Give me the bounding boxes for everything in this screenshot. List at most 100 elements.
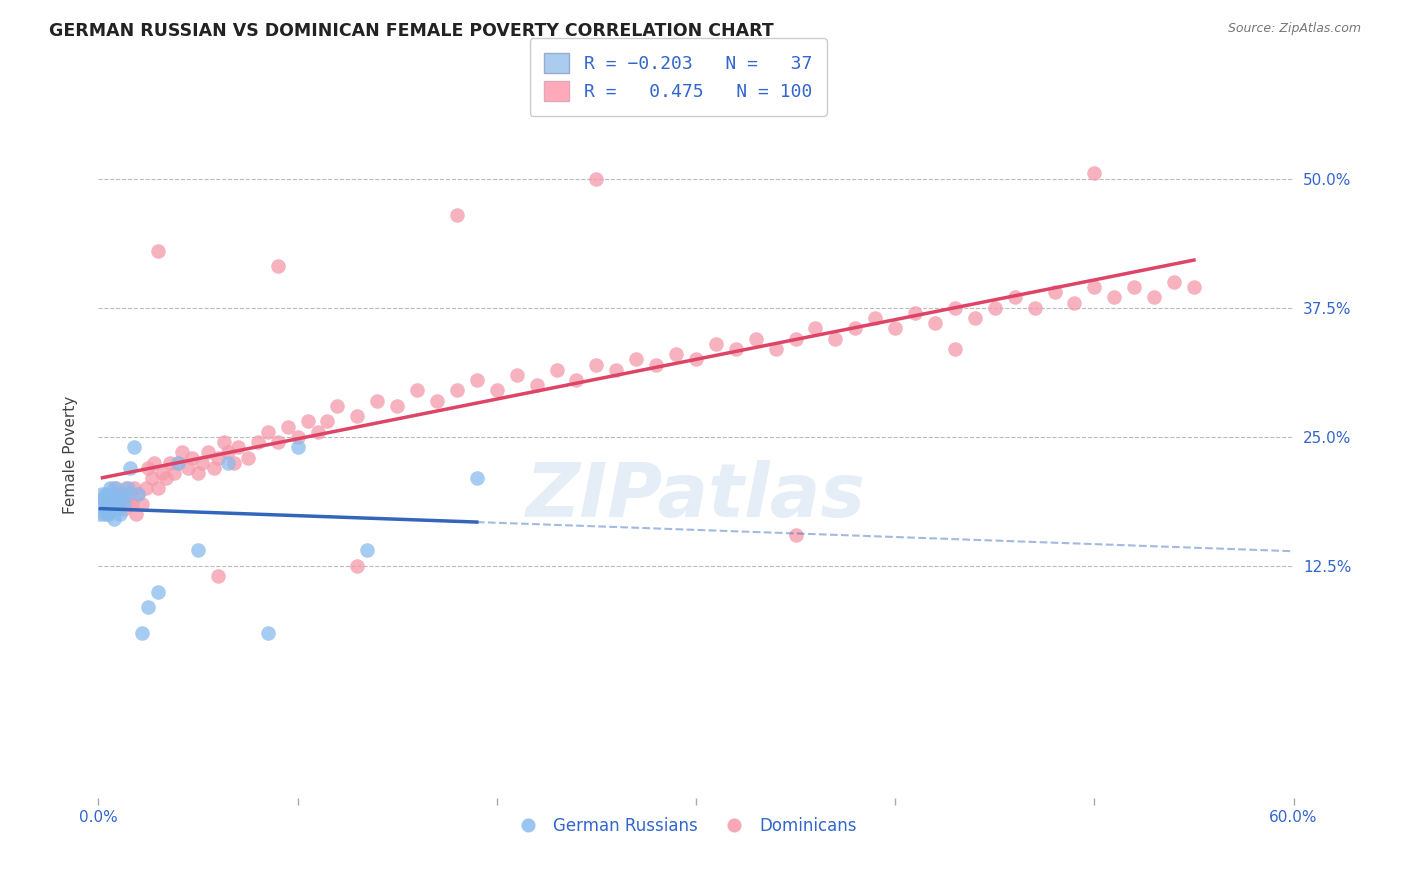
Point (103, 497, 125, 511)
Point (526, 378, 548, 392)
Point (110, 508, 132, 522)
Point (546, 362, 568, 376)
Point (297, 414, 319, 428)
Point (117, 497, 139, 511)
Point (665, 347, 688, 361)
Point (181, 450, 204, 465)
Point (159, 456, 181, 470)
Point (98, 482, 122, 496)
Point (963, 311, 986, 326)
Point (506, 368, 529, 382)
Point (98, 491, 122, 506)
Point (97, 508, 120, 522)
Point (141, 471, 163, 485)
Point (287, 440, 309, 454)
Point (724, 342, 747, 356)
Point (884, 321, 907, 335)
Point (107, 502, 129, 516)
Point (804, 321, 827, 335)
Point (105, 482, 128, 496)
Point (148, 584, 170, 599)
Point (446, 384, 468, 398)
Point (326, 399, 349, 413)
Point (1163, 275, 1185, 289)
Point (177, 460, 200, 475)
Point (89, 508, 111, 522)
Point (1083, 280, 1105, 294)
Point (924, 316, 946, 330)
Point (765, 342, 787, 356)
Point (121, 497, 143, 511)
Point (1182, 280, 1205, 294)
Point (316, 414, 339, 428)
Point (943, 301, 966, 315)
Point (943, 342, 966, 356)
Point (745, 332, 768, 346)
Point (1123, 280, 1146, 294)
Point (1104, 290, 1126, 304)
Point (785, 332, 807, 346)
Point (246, 435, 269, 450)
Text: ZIPatlas: ZIPatlas (526, 459, 866, 533)
Point (267, 260, 290, 274)
Point (346, 558, 368, 573)
Point (446, 208, 468, 222)
Point (96, 502, 118, 516)
Point (222, 456, 245, 470)
Point (865, 311, 887, 326)
Point (155, 471, 177, 485)
Point (824, 332, 846, 346)
Y-axis label: Female Poverty: Female Poverty (63, 396, 79, 514)
Point (91, 486, 114, 500)
Point (844, 321, 866, 335)
Point (1043, 285, 1066, 300)
Point (202, 460, 225, 475)
Point (131, 626, 153, 640)
Point (585, 358, 607, 372)
Point (346, 409, 368, 424)
Point (187, 466, 209, 480)
Point (277, 419, 299, 434)
Point (167, 456, 190, 470)
Point (107, 491, 129, 506)
Point (127, 486, 149, 500)
Point (111, 486, 134, 500)
Point (207, 569, 229, 583)
Point (645, 358, 668, 372)
Point (105, 497, 128, 511)
Point (785, 528, 807, 542)
Point (107, 486, 129, 500)
Point (93, 508, 115, 522)
Point (1063, 295, 1085, 310)
Point (1143, 290, 1166, 304)
Point (565, 373, 588, 387)
Point (97, 508, 120, 522)
Point (101, 497, 124, 511)
Point (485, 384, 508, 398)
Point (167, 456, 190, 470)
Point (101, 486, 124, 500)
Text: Source: ZipAtlas.com: Source: ZipAtlas.com (1227, 22, 1361, 36)
Point (366, 393, 388, 408)
Point (127, 486, 149, 500)
Point (1083, 166, 1105, 180)
Text: GERMAN RUSSIAN VS DOMINICAN FEMALE POVERTY CORRELATION CHART: GERMAN RUSSIAN VS DOMINICAN FEMALE POVER… (49, 22, 773, 40)
Point (91, 497, 114, 511)
Point (163, 466, 186, 480)
Point (307, 425, 329, 439)
Point (97, 497, 120, 511)
Point (115, 486, 138, 500)
Point (685, 352, 707, 367)
Point (135, 482, 157, 496)
Point (605, 362, 627, 376)
Point (148, 482, 170, 496)
Point (217, 456, 239, 470)
Point (207, 450, 229, 465)
Point (172, 445, 194, 459)
Legend: German Russians, Dominicans: German Russians, Dominicans (505, 810, 863, 841)
Point (96, 486, 118, 500)
Point (111, 491, 134, 506)
Point (426, 393, 449, 408)
Point (143, 456, 166, 470)
Point (110, 497, 132, 511)
